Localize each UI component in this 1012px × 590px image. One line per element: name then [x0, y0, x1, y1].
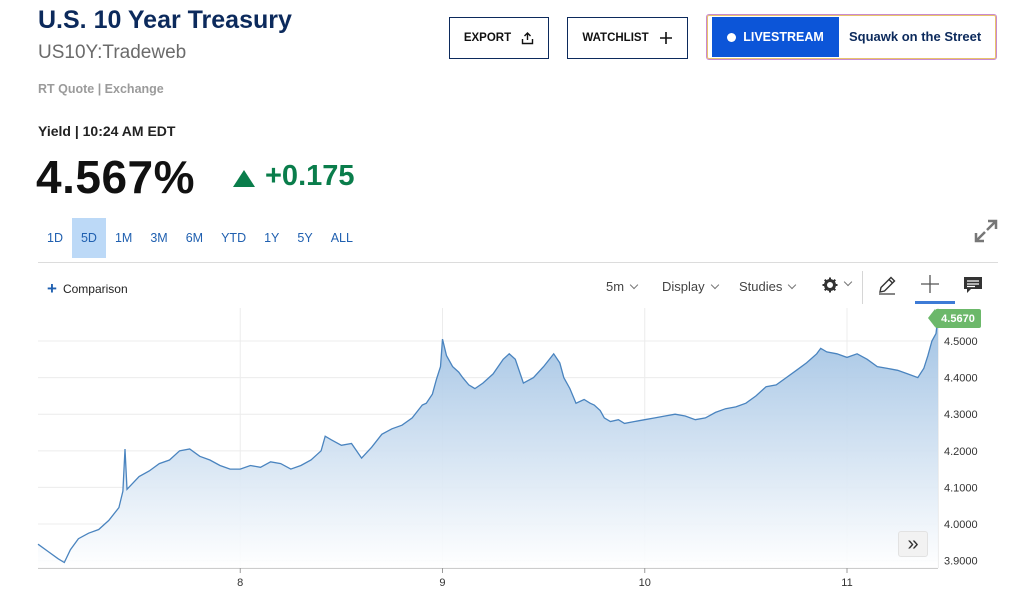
range-tab-3m[interactable]: 3M	[150, 231, 168, 245]
x-tick-label: 9	[439, 577, 445, 589]
export-label: EXPORT	[463, 32, 512, 44]
live-dot-icon	[727, 32, 737, 42]
livestream-button[interactable]: LIVESTREAM	[712, 17, 839, 57]
range-tab-ytd[interactable]: YTD	[221, 231, 247, 245]
y-tick-label: 3.9000	[944, 556, 978, 568]
price-area	[38, 316, 938, 568]
expand-icon[interactable]	[973, 218, 999, 244]
livestream-label: LIVESTREAM	[743, 30, 824, 44]
up-arrow-icon	[233, 170, 255, 187]
studies-label: Studies	[739, 279, 783, 294]
symbol-label: US10Y:Tradeweb	[38, 42, 187, 63]
y-tick-label: 4.0000	[944, 519, 978, 531]
interval-dropdown[interactable]: 5m	[606, 279, 639, 294]
range-tab-1y[interactable]: 1Y	[264, 231, 280, 245]
interval-label: 5m	[606, 279, 625, 294]
gear-icon	[822, 277, 838, 293]
page-title: U.S. 10 Year Treasury	[38, 6, 292, 34]
plus-icon	[659, 32, 672, 44]
comparison-label: Comparison	[62, 282, 128, 296]
range-tab-5d[interactable]: 5D	[71, 218, 106, 258]
last-price: 4.567%	[36, 151, 196, 203]
price-change: +0.175	[265, 160, 355, 192]
x-tick-label: 8	[237, 577, 243, 589]
settings-dropdown[interactable]	[822, 276, 853, 293]
range-tab-5y[interactable]: 5Y	[297, 231, 313, 245]
toolbar-divider	[38, 262, 998, 263]
range-tab-6m[interactable]: 6M	[185, 231, 204, 245]
studies-dropdown[interactable]: Studies	[739, 279, 797, 294]
display-dropdown[interactable]: Display	[662, 279, 719, 294]
y-tick-label: 4.2000	[944, 446, 978, 458]
y-tick-label: 4.3000	[944, 409, 978, 421]
plus-icon: +	[47, 279, 57, 298]
yield-time-label: Yield | 10:24 AM EDT	[38, 123, 176, 139]
toolbar-separator	[862, 271, 863, 304]
range-tabs: 1D 5D 1M 3M 6M YTD 1Y 5Y ALL	[38, 218, 362, 258]
y-tick-label: 4.4000	[944, 373, 978, 385]
pencil-icon[interactable]	[876, 274, 898, 296]
x-tick-label: 10	[639, 577, 651, 589]
show-name-link[interactable]: Squawk on the Street	[849, 29, 982, 44]
price-line	[37, 316, 939, 564]
y-tick-label: 4.5000	[944, 336, 978, 348]
export-button[interactable]: EXPORT	[449, 17, 549, 59]
y-tick-label: 4.1000	[944, 482, 978, 494]
range-tab-1m[interactable]: 1M	[114, 231, 133, 245]
crosshair-icon[interactable]	[919, 273, 941, 295]
quote-source-label: RT Quote | Exchange	[38, 82, 164, 96]
last-price-tag: 4.5670	[928, 309, 981, 328]
upload-icon	[521, 31, 534, 44]
crosshair-active-indicator	[915, 301, 955, 304]
range-tab-1d[interactable]: 1D	[47, 231, 63, 245]
comparison-button[interactable]: + Comparison	[47, 279, 128, 298]
x-tick-label: 11	[841, 577, 852, 589]
watchlist-label: WATCHLIST	[582, 32, 649, 44]
comment-icon[interactable]	[963, 275, 983, 295]
watchlist-button[interactable]: WATCHLIST	[567, 17, 688, 59]
double-chevron-right-icon[interactable]: »	[898, 531, 928, 557]
livestream-widget: LIVESTREAM Squawk on the Street	[706, 14, 997, 60]
range-tab-all[interactable]: ALL	[330, 231, 353, 245]
display-label: Display	[662, 279, 705, 294]
